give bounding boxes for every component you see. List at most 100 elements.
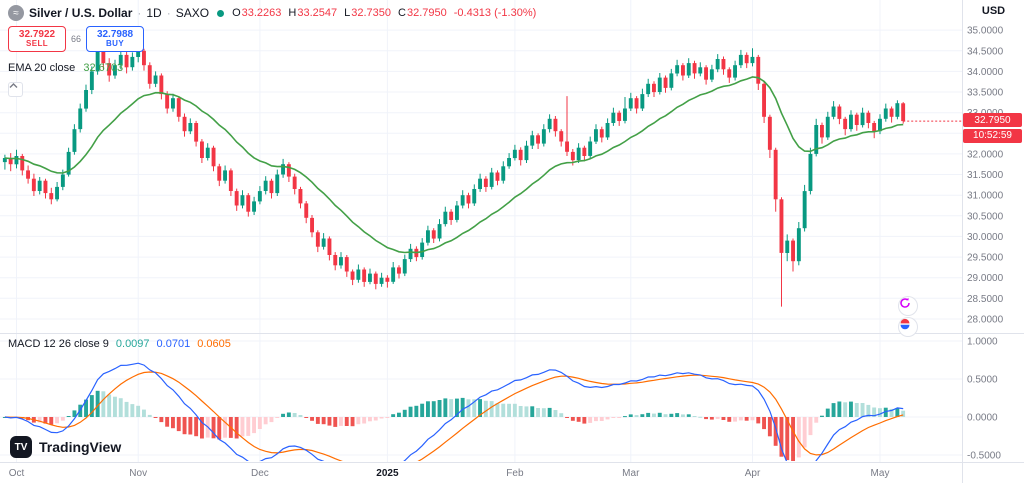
macd-histogram-bar bbox=[339, 417, 343, 426]
macd-histogram-bar bbox=[252, 417, 256, 434]
price-tick-label[interactable]: 29.5000 bbox=[967, 253, 1004, 264]
macd-histogram-bar bbox=[866, 404, 871, 417]
tradingview-logo[interactable]: TV TradingView bbox=[10, 436, 121, 458]
time-tick-label[interactable]: Oct bbox=[9, 468, 25, 479]
macd-histogram-bar bbox=[269, 417, 274, 423]
price-tick-label[interactable]: 32.0000 bbox=[967, 149, 1004, 160]
macd-histogram-bar bbox=[286, 412, 291, 417]
macd-histogram-bar bbox=[854, 403, 859, 417]
high-label: H bbox=[288, 7, 297, 19]
candle-body bbox=[310, 217, 314, 233]
buy-price: 32.7988 bbox=[96, 28, 134, 40]
candle-body bbox=[709, 69, 714, 80]
candle-body bbox=[333, 255, 338, 266]
event-marker-refresh-icon[interactable] bbox=[899, 297, 917, 315]
macd-histogram-bar bbox=[327, 417, 332, 426]
macd-tick-label[interactable]: 0.0000 bbox=[967, 413, 998, 424]
candle-body bbox=[298, 189, 303, 204]
candle-body bbox=[55, 186, 59, 200]
timeframe-label[interactable]: 1D bbox=[146, 6, 162, 20]
candle-body bbox=[37, 180, 42, 191]
candle-body bbox=[107, 63, 112, 76]
price-tick-label[interactable]: 31.0000 bbox=[967, 191, 1004, 202]
macd-histogram-bar bbox=[217, 417, 222, 440]
macd-tick-label[interactable]: 1.0000 bbox=[967, 337, 998, 348]
candle-body bbox=[240, 195, 245, 206]
time-tick-label[interactable]: May bbox=[871, 468, 890, 479]
candle-body bbox=[321, 238, 326, 247]
candle-body bbox=[617, 112, 622, 121]
macd-tick-label[interactable]: -0.5000 bbox=[967, 451, 1001, 462]
macd-histogram-bar bbox=[356, 417, 361, 425]
ema-name: EMA 20 close bbox=[8, 62, 76, 74]
macd-line bbox=[4, 362, 904, 461]
sell-button[interactable]: 32.7922 SELL bbox=[8, 26, 66, 52]
candle-body bbox=[379, 277, 384, 284]
macd-histogram-bar bbox=[715, 417, 720, 419]
time-tick-label[interactable]: Apr bbox=[745, 468, 761, 479]
candle-body bbox=[594, 129, 598, 142]
price-tick-label[interactable]: 30.5000 bbox=[967, 211, 1004, 222]
currency-label[interactable]: USD bbox=[981, 5, 1006, 17]
symbol-title[interactable]: Silver / U.S. Dollar bbox=[29, 6, 133, 20]
macd-histogram-bar bbox=[200, 417, 204, 439]
macd-histogram-bar bbox=[605, 417, 610, 420]
candle-body bbox=[698, 67, 703, 74]
candle-body bbox=[246, 195, 251, 212]
macd-histogram-bar bbox=[617, 417, 622, 418]
macd-histogram-bar bbox=[518, 406, 523, 417]
macd-histogram-bar bbox=[536, 408, 540, 417]
close-label: C bbox=[398, 7, 406, 19]
macd-histogram-bar bbox=[153, 417, 158, 418]
buy-button[interactable]: 32.7988 BUY bbox=[86, 26, 145, 52]
macd-tick-label[interactable]: 0.5000 bbox=[967, 375, 998, 386]
circular-arrows-icon bbox=[900, 297, 910, 308]
time-tick-label[interactable]: Nov bbox=[129, 468, 147, 479]
macd-histogram-bar bbox=[460, 397, 465, 417]
candle-body bbox=[8, 158, 13, 165]
price-tick-label[interactable]: 34.0000 bbox=[967, 67, 1004, 78]
macd-histogram-bar bbox=[565, 417, 569, 418]
candle-body bbox=[883, 108, 888, 119]
macd-histogram-bar bbox=[721, 417, 726, 420]
event-marker-economic-icon[interactable] bbox=[899, 318, 917, 336]
time-tick-label[interactable]: Mar bbox=[622, 468, 640, 479]
candle-body bbox=[31, 178, 36, 192]
macd-histogram-bar bbox=[368, 417, 372, 422]
price-tick-label[interactable]: 29.0000 bbox=[967, 273, 1004, 284]
candle-body bbox=[785, 240, 790, 253]
price-tick-label[interactable]: 34.5000 bbox=[967, 46, 1004, 57]
price-tick-label[interactable]: 28.5000 bbox=[967, 294, 1004, 305]
macd-hist-value: 0.0097 bbox=[115, 338, 150, 350]
chevron-up-icon bbox=[9, 83, 18, 88]
macd-histogram-bar bbox=[455, 398, 459, 417]
candle-body bbox=[825, 116, 830, 138]
time-tick-label[interactable]: Dec bbox=[251, 468, 269, 479]
legend-collapse-button[interactable] bbox=[8, 82, 23, 97]
price-tick-label[interactable]: 30.0000 bbox=[967, 232, 1004, 243]
macd-histogram-bar bbox=[391, 414, 396, 417]
price-tick-label[interactable]: 35.0000 bbox=[967, 26, 1004, 37]
price-tick-label[interactable]: 33.5000 bbox=[967, 88, 1004, 99]
candle-body bbox=[78, 108, 83, 130]
time-tick-label[interactable]: 2025 bbox=[376, 468, 399, 479]
price-tick-label[interactable]: 31.5000 bbox=[967, 170, 1004, 181]
macd-histogram-bar bbox=[472, 399, 477, 417]
candle-body bbox=[478, 178, 482, 189]
price-tick-label[interactable]: 28.0000 bbox=[967, 315, 1004, 326]
candle-body bbox=[495, 172, 500, 181]
candle-body bbox=[194, 123, 199, 142]
candle-body bbox=[72, 129, 77, 152]
candle-body bbox=[223, 170, 227, 181]
market-status-dot-icon bbox=[217, 9, 225, 17]
candle-body bbox=[895, 103, 900, 117]
macd-histogram-bar bbox=[559, 413, 564, 417]
candle-body bbox=[217, 166, 222, 181]
spread-value: 66 bbox=[66, 34, 87, 44]
macd-histogram-bar bbox=[60, 417, 65, 421]
candle-body bbox=[263, 180, 268, 191]
red-blue-event-icon bbox=[900, 318, 910, 330]
time-tick-label[interactable]: Feb bbox=[506, 468, 524, 479]
legend-separator: · bbox=[137, 6, 142, 20]
